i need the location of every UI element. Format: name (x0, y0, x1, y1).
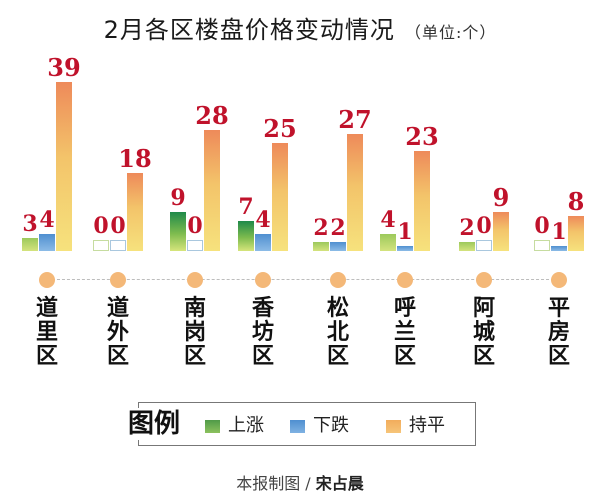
bar-down (39, 233, 55, 251)
legend-label-down: 下跌 (313, 415, 349, 436)
axis-dot-icon (110, 272, 126, 288)
bar-chart-plot: 3 4 39 道里区 0 0 18 道外区 9 0 28 南岗区 7 4 25 香坊区 2 2 27 松北区 4 1 23 呼… (22, 53, 585, 369)
value-label-down: 1 (551, 219, 567, 245)
axis-dot-icon (330, 272, 346, 288)
category-label: 阿城区 (472, 295, 495, 369)
legend-swatch-up-icon (205, 419, 220, 433)
axis-dot-icon (476, 272, 492, 288)
value-label-up: 9 (170, 185, 186, 211)
value-label-up: 2 (313, 215, 329, 242)
axis-dot-icon (255, 272, 271, 288)
bar-up (534, 240, 550, 251)
bar-flat (414, 151, 430, 251)
credit-line: 本报制图 / 宋占晨 (0, 470, 600, 494)
legend-box (138, 402, 476, 446)
value-label-down: 0 (187, 213, 203, 239)
category-label: 南岗区 (183, 295, 206, 369)
bar-up (170, 212, 186, 251)
legend-swatch-flat-icon (386, 419, 401, 433)
bar-down (397, 246, 413, 251)
chart-title: 2月各区楼盘价格变动情况 （单位:个） (0, 10, 600, 45)
bar-up (459, 242, 475, 251)
category-label: 松北区 (326, 295, 349, 369)
axis-dot-icon (187, 272, 203, 288)
axis-dot-icon (551, 272, 567, 288)
bar-flat (272, 142, 288, 251)
bar-up (313, 242, 329, 251)
bar-down (551, 246, 567, 251)
credit-author: 宋占晨 (315, 474, 364, 493)
category-label: 平房区 (547, 295, 570, 369)
bar-flat (493, 212, 509, 251)
category-label: 道里区 (35, 295, 58, 369)
value-label-down: 1 (397, 219, 413, 245)
value-label-up: 7 (238, 193, 254, 220)
bar-up (380, 233, 396, 251)
bar-up (22, 238, 38, 251)
value-label-flat: 28 (195, 100, 229, 130)
bar-flat (204, 129, 220, 251)
value-label-down: 4 (255, 206, 271, 233)
title-text: 2月各区楼盘价格变动情况 (103, 16, 395, 44)
value-label-up: 3 (22, 211, 38, 237)
bar-down (110, 240, 126, 251)
bar-flat (56, 82, 72, 251)
value-label-flat: 9 (492, 183, 510, 212)
value-label-flat: 27 (338, 105, 372, 134)
bar-down (476, 240, 492, 251)
bar-down (330, 242, 346, 251)
value-label-flat: 39 (47, 53, 81, 82)
category-label: 呼兰区 (393, 295, 416, 369)
bar-flat (127, 173, 143, 251)
bar-up (238, 220, 254, 251)
legend-swatch-down-icon (290, 419, 305, 433)
value-label-up: 0 (93, 213, 109, 239)
x-axis-dashed-line (47, 279, 559, 280)
legend-item-up: 上涨 (205, 416, 264, 436)
value-label-down: 0 (110, 213, 126, 239)
bar-up (93, 240, 109, 251)
bar-flat (568, 216, 584, 251)
credit-prefix: 本报制图 / (236, 474, 316, 493)
value-label-flat: 18 (118, 144, 152, 173)
legend-label-up: 上涨 (228, 415, 264, 436)
unit-label: （单位:个） (404, 23, 497, 42)
category-label: 香坊区 (251, 295, 274, 369)
axis-dot-icon (39, 272, 55, 288)
bar-down (187, 240, 203, 251)
bar-down (255, 233, 271, 251)
value-label-up: 2 (459, 215, 475, 242)
value-label-flat: 25 (263, 113, 297, 143)
value-label-flat: 23 (405, 122, 439, 152)
legend-label-flat: 持平 (409, 415, 445, 436)
bar-flat (347, 134, 363, 251)
value-label-up: 4 (380, 206, 396, 233)
value-label-down: 0 (476, 213, 492, 239)
value-label-down: 2 (330, 215, 346, 242)
legend-item-down: 下跌 (290, 416, 349, 436)
legend-item-flat: 持平 (386, 416, 445, 436)
value-label-flat: 8 (567, 187, 585, 217)
category-label: 道外区 (106, 295, 129, 369)
axis-dot-icon (397, 272, 413, 288)
value-label-down: 4 (39, 206, 55, 233)
value-label-up: 0 (534, 213, 550, 239)
legend-title: 图例 (126, 408, 183, 440)
